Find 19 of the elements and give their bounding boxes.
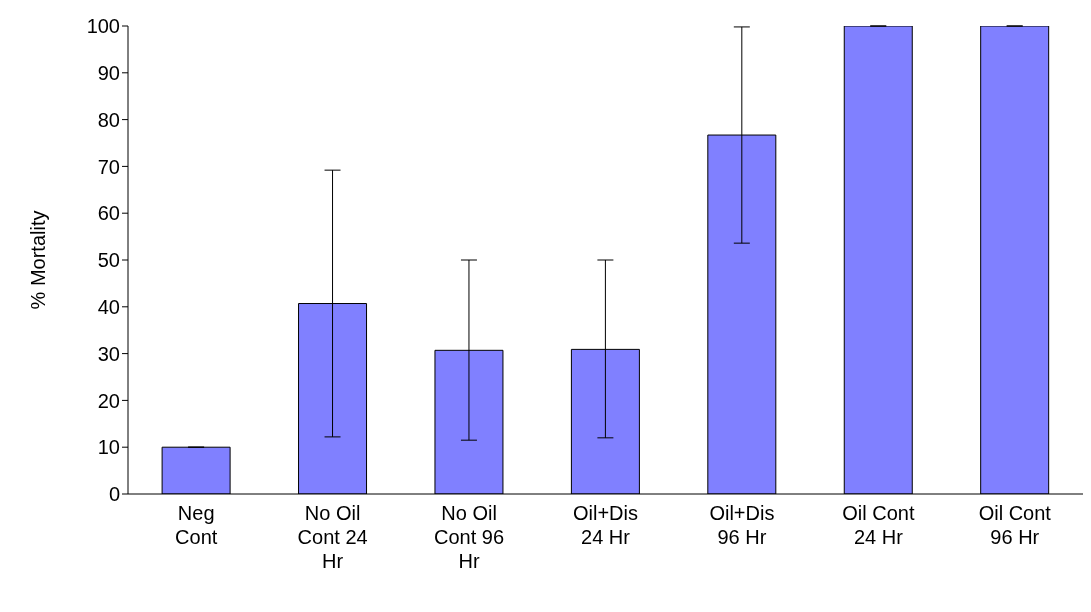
x-tick-label: No Oil Cont 24 Hr bbox=[297, 502, 368, 572]
y-tick-label: 0 bbox=[108, 483, 120, 506]
y-tick-label: 20 bbox=[97, 389, 120, 412]
y-tick-label: 70 bbox=[97, 155, 120, 178]
y-tick-label: 90 bbox=[97, 61, 120, 84]
y-tick-label: 30 bbox=[97, 342, 120, 365]
x-tick-label: Oil Cont 96 Hr bbox=[978, 502, 1052, 548]
x-tick-label: Oil+Dis 24 Hr bbox=[572, 502, 639, 548]
x-tick-label: Oil Cont 24 Hr bbox=[842, 502, 915, 548]
x-tick-label: No Oil Cont 96 Hr bbox=[434, 502, 505, 572]
y-tick-label: 10 bbox=[97, 436, 120, 459]
x-tick-label: Oil+Dis 96 Hr bbox=[709, 502, 775, 548]
y-tick-label: 40 bbox=[97, 295, 120, 318]
y-tick-label: 100 bbox=[86, 15, 120, 38]
y-tick-label: 60 bbox=[97, 202, 120, 225]
y-axis-title: % Mortality bbox=[27, 210, 50, 310]
y-tick-label: 80 bbox=[97, 108, 120, 131]
y-tick-label: 50 bbox=[97, 249, 120, 272]
x-tick-label: Neg Cont bbox=[175, 502, 218, 548]
